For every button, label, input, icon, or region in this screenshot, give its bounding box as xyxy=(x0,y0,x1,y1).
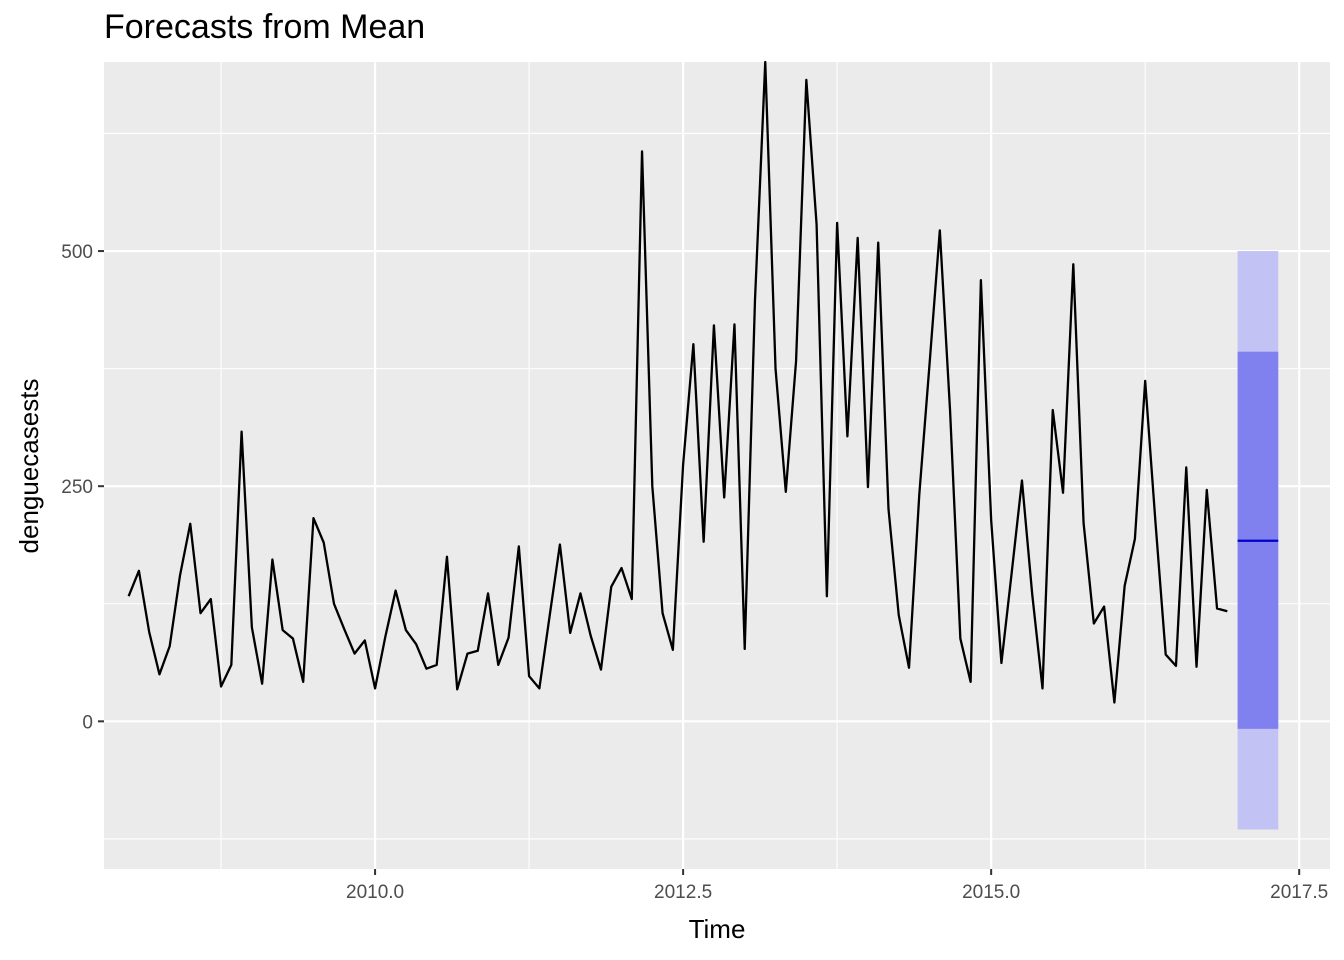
y-tick-label: 500 xyxy=(61,242,93,263)
x-tick-label: 2012.5 xyxy=(654,882,712,903)
x-tick-label: 2010.0 xyxy=(346,882,404,903)
chart-title: Forecasts from Mean xyxy=(104,8,426,46)
y-axis: 0 250 500 xyxy=(61,242,104,733)
x-axis: 2010.0 2012.5 2015.0 2017.5 xyxy=(346,869,1328,903)
x-axis-title: Time xyxy=(689,914,746,944)
forecast-intervals xyxy=(1237,251,1279,830)
x-tick-label: 2017.5 xyxy=(1270,882,1328,903)
series-layer xyxy=(127,60,1228,704)
x-tick-label: 2015.0 xyxy=(962,882,1020,903)
plot-panel xyxy=(104,62,1330,869)
minor-gridlines xyxy=(104,62,1330,869)
y-tick-label: 0 xyxy=(82,712,93,733)
y-tick-label: 250 xyxy=(61,477,93,498)
y-axis-title: denguecasests xyxy=(14,379,44,554)
series-line xyxy=(127,60,1228,704)
